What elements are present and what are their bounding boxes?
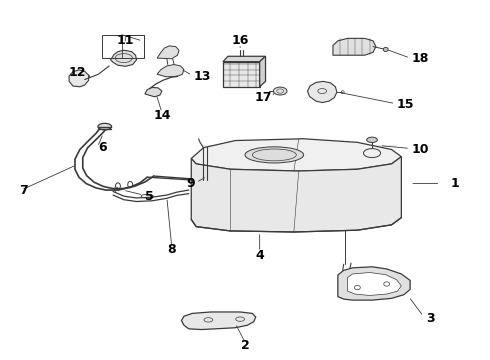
Ellipse shape: [367, 137, 377, 143]
Ellipse shape: [384, 282, 390, 286]
Text: 5: 5: [145, 190, 153, 203]
Polygon shape: [347, 273, 401, 296]
Text: 4: 4: [255, 249, 264, 262]
Text: 14: 14: [153, 109, 171, 122]
Text: 3: 3: [426, 311, 435, 325]
Text: 15: 15: [396, 98, 414, 111]
Text: 1: 1: [450, 177, 459, 190]
Polygon shape: [308, 81, 337, 103]
Polygon shape: [181, 312, 256, 329]
Polygon shape: [223, 56, 266, 62]
Polygon shape: [338, 267, 410, 300]
Text: 17: 17: [254, 91, 272, 104]
Text: 6: 6: [98, 141, 107, 154]
Text: 11: 11: [117, 33, 134, 47]
Text: 16: 16: [231, 33, 249, 47]
Polygon shape: [191, 139, 401, 171]
Ellipse shape: [98, 123, 112, 130]
Text: 8: 8: [168, 243, 176, 256]
Text: 13: 13: [194, 69, 211, 82]
Text: 12: 12: [69, 66, 86, 79]
Polygon shape: [111, 50, 137, 66]
Text: 10: 10: [411, 143, 429, 156]
Ellipse shape: [245, 147, 304, 163]
Ellipse shape: [273, 87, 287, 95]
Polygon shape: [69, 70, 89, 87]
Ellipse shape: [354, 285, 360, 290]
Polygon shape: [157, 64, 184, 77]
Text: 18: 18: [411, 51, 428, 64]
Text: 9: 9: [187, 177, 195, 190]
Bar: [102, 35, 144, 58]
Text: 2: 2: [241, 339, 249, 352]
Ellipse shape: [383, 47, 388, 51]
Text: 7: 7: [19, 184, 28, 197]
Polygon shape: [191, 157, 401, 232]
Polygon shape: [157, 46, 179, 59]
Polygon shape: [260, 56, 266, 87]
Polygon shape: [223, 62, 260, 87]
Polygon shape: [145, 87, 162, 97]
Polygon shape: [333, 39, 376, 55]
